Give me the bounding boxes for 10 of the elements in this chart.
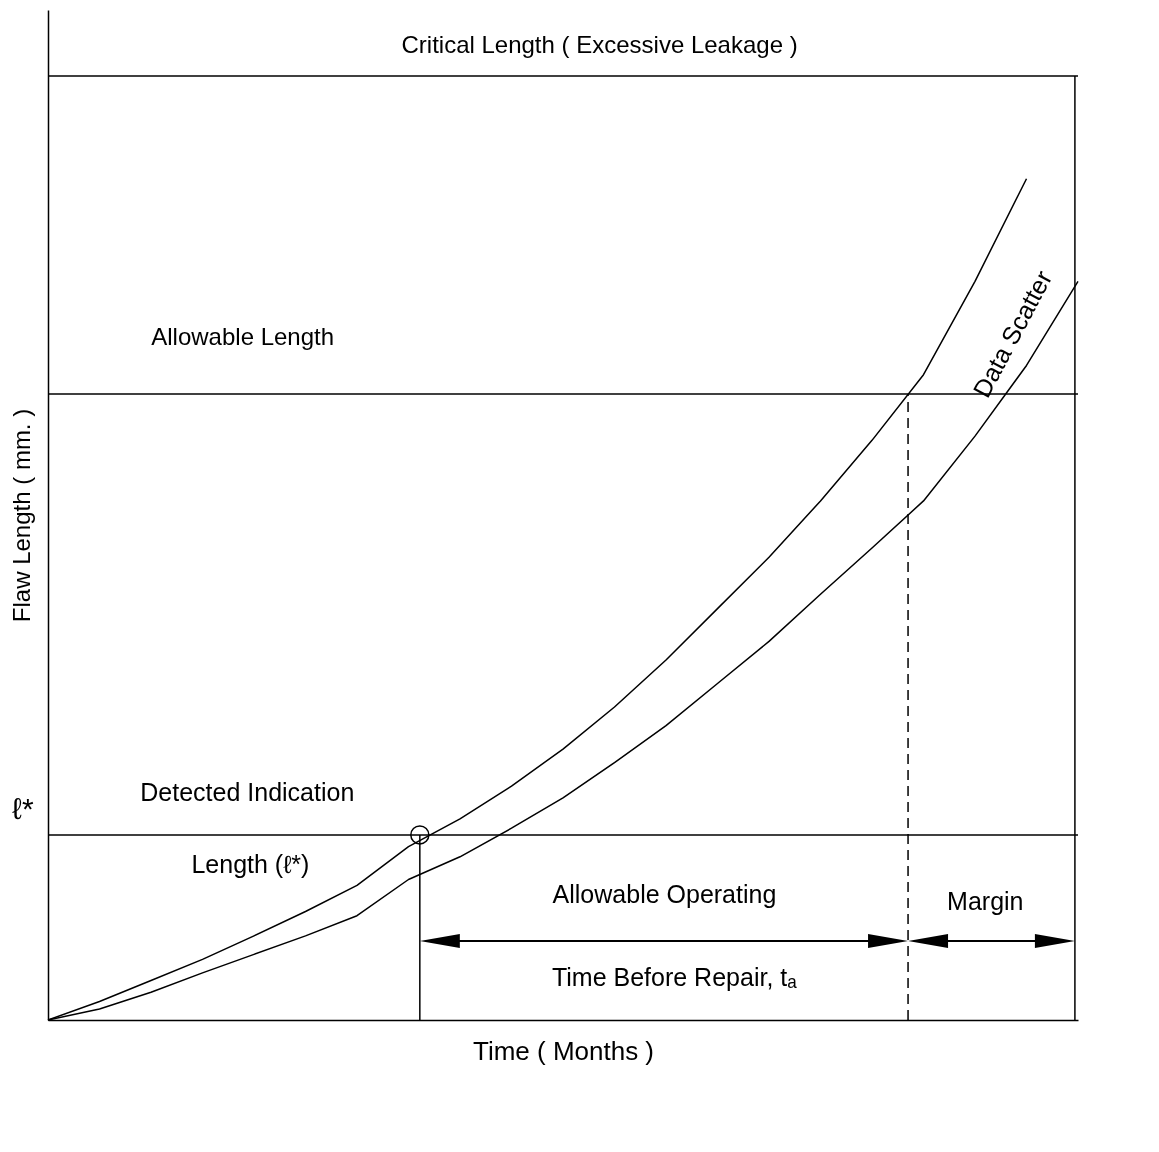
ref-line-label: ℓ* <box>12 791 35 825</box>
annotation: Detected Indication <box>140 777 355 806</box>
annotation: Length (ℓ*) <box>191 850 310 879</box>
y-axis-title: Flaw Length ( mm. ) <box>7 408 35 623</box>
x-axis-title: Time ( Months ) <box>472 1035 655 1066</box>
annotation: Time Before Repair, tₐ <box>551 962 798 991</box>
annotation: Margin <box>947 887 1024 916</box>
ref-line-label: Critical Length ( Excessive Leakage ) <box>401 30 798 58</box>
ref-line-label: Allowable Length <box>151 322 335 350</box>
annotation: Allowable Operating <box>552 880 777 909</box>
